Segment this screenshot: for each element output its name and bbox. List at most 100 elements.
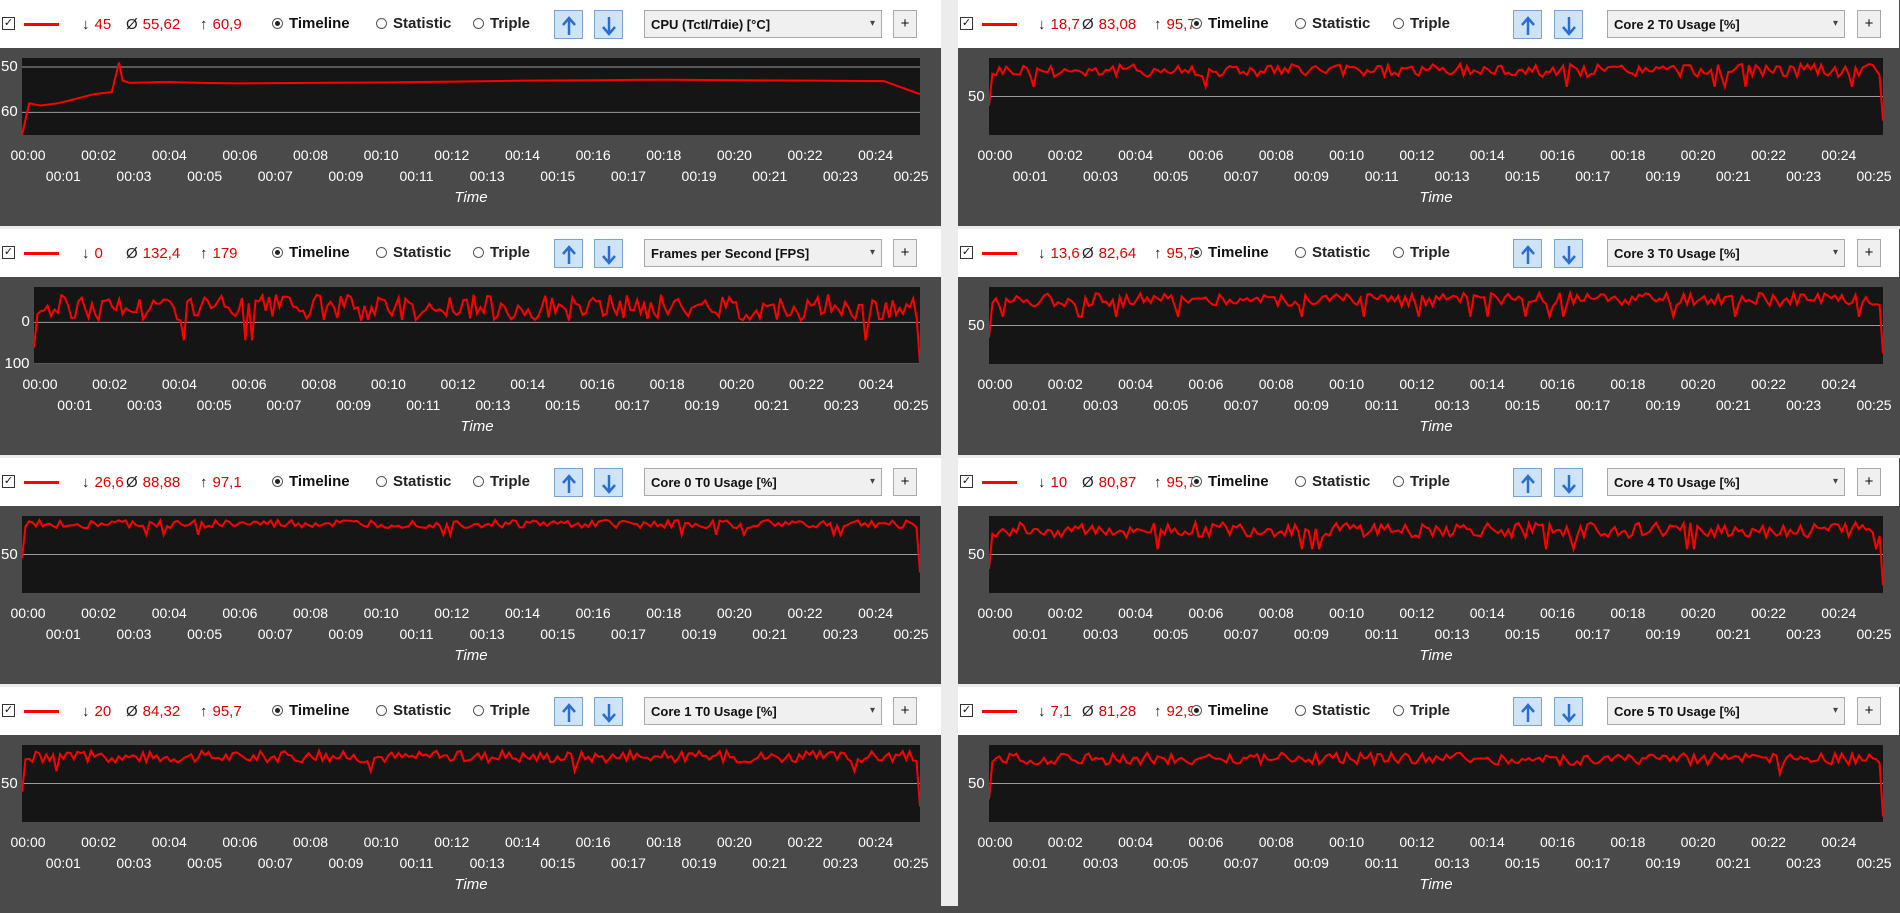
radio-triple[interactable]: Triple	[1393, 473, 1450, 490]
x-tick-label: 00:06	[1188, 834, 1224, 850]
x-tick-label: 00:06	[1188, 147, 1224, 163]
line-color-swatch[interactable]	[24, 481, 59, 484]
stat-min-symbol: ↓	[82, 703, 90, 720]
radio-dot	[376, 247, 387, 258]
move-down-button[interactable]	[1554, 10, 1583, 39]
move-up-button[interactable]	[554, 10, 583, 39]
sensor-select[interactable]: Core 1 T0 Usage [%] ▾	[644, 697, 882, 725]
move-up-button[interactable]	[1513, 468, 1542, 497]
x-tick-label: 00:16	[1540, 834, 1576, 850]
radio-statistic[interactable]: Statistic	[376, 473, 451, 490]
stat-min-value: 20	[94, 703, 112, 720]
move-down-button[interactable]	[1554, 697, 1583, 726]
x-tick-label: 00:20	[1680, 834, 1716, 850]
visibility-checkbox[interactable]: ✓	[2, 17, 15, 30]
radio-triple[interactable]: Triple	[1393, 15, 1450, 32]
visibility-checkbox[interactable]: ✓	[960, 246, 973, 259]
x-tick-label: 00:19	[1645, 397, 1681, 413]
radio-timeline[interactable]: Timeline	[272, 473, 350, 490]
sensor-select[interactable]: Core 5 T0 Usage [%] ▾	[1607, 697, 1845, 725]
x-tick-label: 00:07	[257, 626, 293, 642]
sensor-select[interactable]: Frames per Second [FPS] ▾	[644, 239, 882, 267]
x-tick-label: 00:07	[257, 855, 293, 871]
move-up-button[interactable]	[554, 697, 583, 726]
radio-triple[interactable]: Triple	[1393, 702, 1450, 719]
line-chart-svg	[989, 750, 1883, 817]
radio-triple[interactable]: Triple	[473, 15, 530, 32]
x-tick-label: 00:15	[540, 855, 576, 871]
radio-statistic[interactable]: Statistic	[1295, 702, 1370, 719]
x-tick-label: 00:06	[231, 376, 267, 392]
stat-min-value: 26,6	[94, 474, 124, 491]
line-color-swatch[interactable]	[24, 252, 59, 255]
add-graph-button[interactable]: +	[1857, 697, 1881, 725]
line-color-swatch[interactable]	[982, 23, 1017, 26]
visibility-checkbox[interactable]: ✓	[960, 17, 973, 30]
move-down-button[interactable]	[594, 468, 623, 497]
radio-statistic[interactable]: Statistic	[376, 702, 451, 719]
radio-timeline[interactable]: Timeline	[1191, 244, 1269, 261]
x-tick-label: 00:00	[977, 147, 1013, 163]
radio-timeline[interactable]: Timeline	[1191, 702, 1269, 719]
radio-timeline[interactable]: Timeline	[1191, 473, 1269, 490]
line-color-swatch[interactable]	[982, 481, 1017, 484]
line-color-swatch[interactable]	[982, 252, 1017, 255]
add-graph-button[interactable]: +	[893, 10, 917, 38]
radio-statistic[interactable]: Statistic	[376, 244, 451, 261]
visibility-checkbox[interactable]: ✓	[2, 704, 15, 717]
radio-statistic[interactable]: Statistic	[1295, 473, 1370, 490]
line-color-swatch[interactable]	[982, 710, 1017, 713]
stat-min-value: 45	[94, 16, 112, 33]
x-tick-label: 00:07	[266, 397, 302, 413]
visibility-checkbox[interactable]: ✓	[2, 475, 15, 488]
visibility-checkbox[interactable]: ✓	[2, 246, 15, 259]
add-graph-button[interactable]: +	[893, 468, 917, 496]
radio-statistic[interactable]: Statistic	[1295, 15, 1370, 32]
move-down-button[interactable]	[1554, 239, 1583, 268]
add-graph-button[interactable]: +	[893, 239, 917, 267]
stat-max: ↑ 97,1	[200, 474, 242, 491]
x-tick-label: 00:01	[57, 397, 93, 413]
move-up-button[interactable]	[554, 239, 583, 268]
move-down-button[interactable]	[594, 697, 623, 726]
line-color-swatch[interactable]	[24, 710, 59, 713]
move-up-button[interactable]	[1513, 10, 1542, 39]
move-down-button[interactable]	[594, 239, 623, 268]
arrow-up-icon	[562, 474, 576, 493]
move-up-button[interactable]	[1513, 239, 1542, 268]
x-tick-label: 00:25	[893, 168, 929, 184]
radio-triple[interactable]: Triple	[473, 702, 530, 719]
move-down-button[interactable]	[1554, 468, 1583, 497]
add-graph-button[interactable]: +	[1857, 468, 1881, 496]
add-graph-button[interactable]: +	[1857, 239, 1881, 267]
move-up-button[interactable]	[554, 468, 583, 497]
sensor-select[interactable]: CPU (Tctl/Tdie) [°C] ▾	[644, 10, 882, 38]
radio-statistic[interactable]: Statistic	[376, 15, 451, 32]
sensor-select[interactable]: Core 3 T0 Usage [%] ▾	[1607, 239, 1845, 267]
line-color-swatch[interactable]	[24, 23, 59, 26]
x-tick-label: 00:24	[858, 376, 894, 392]
radio-statistic[interactable]: Statistic	[1295, 244, 1370, 261]
add-graph-button[interactable]: +	[1857, 10, 1881, 38]
radio-triple[interactable]: Triple	[473, 244, 530, 261]
radio-timeline[interactable]: Timeline	[272, 244, 350, 261]
move-up-button[interactable]	[1513, 697, 1542, 726]
visibility-checkbox[interactable]: ✓	[960, 704, 973, 717]
radio-triple[interactable]: Triple	[473, 473, 530, 490]
x-tick-label: 00:22	[788, 376, 824, 392]
visibility-checkbox[interactable]: ✓	[960, 475, 973, 488]
sensor-select[interactable]: Core 0 T0 Usage [%] ▾	[644, 468, 882, 496]
radio-timeline[interactable]: Timeline	[272, 702, 350, 719]
radio-timeline[interactable]: Timeline	[1191, 15, 1269, 32]
x-tick-label: 00:03	[116, 168, 152, 184]
add-graph-button[interactable]: +	[893, 697, 917, 725]
move-down-button[interactable]	[594, 10, 623, 39]
radio-triple[interactable]: Triple	[1393, 244, 1450, 261]
sensor-select[interactable]: Core 4 T0 Usage [%] ▾	[1607, 468, 1845, 496]
radio-dot	[1295, 705, 1306, 716]
radio-timeline[interactable]: Timeline	[272, 15, 350, 32]
x-tick-label: 00:02	[81, 605, 117, 621]
x-tick-label: 00:11	[399, 626, 434, 642]
sensor-select[interactable]: Core 2 T0 Usage [%] ▾	[1607, 10, 1845, 38]
graph-panel: ✓ ↓ 13,6 Ø 82,64 ↑ 95,7 Timeline Statistic Triple…	[958, 229, 1899, 455]
